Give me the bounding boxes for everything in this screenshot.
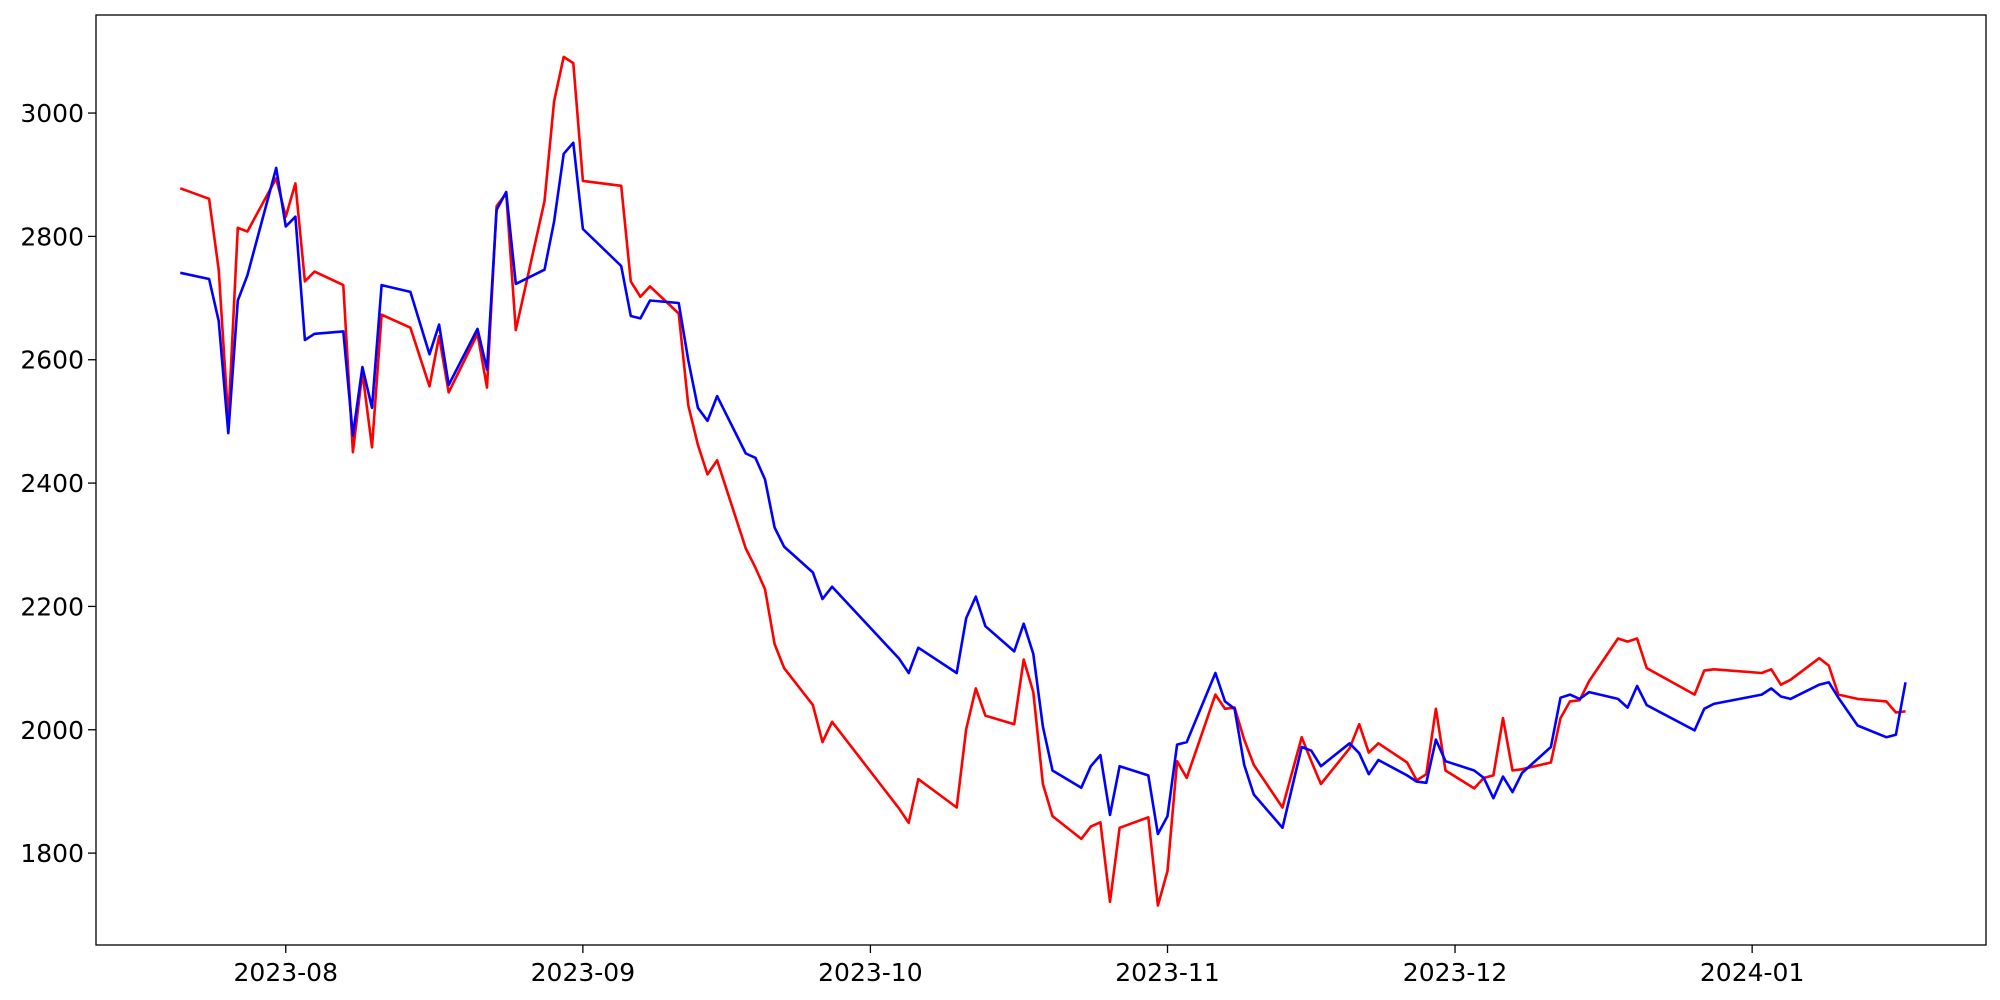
x-tick-label: 2023-12 (1403, 958, 1507, 987)
y-tick-label: 2600 (20, 346, 84, 375)
x-tick-label: 2023-10 (818, 958, 922, 987)
y-tick-label: 2000 (20, 716, 84, 745)
x-tick-label: 2023-08 (234, 958, 338, 987)
plot-frame (95, 14, 1987, 946)
line-series (179, 55, 1906, 907)
x-tick-label: 2023-09 (531, 958, 635, 987)
y-tick-label: 2200 (20, 592, 84, 621)
y-tick-label: 2400 (20, 469, 84, 498)
y-tick-label: 3000 (20, 99, 84, 128)
y-tick-label: 2800 (20, 222, 84, 251)
x-tick-label: 2024-01 (1700, 958, 1804, 987)
line-series (180, 141, 1907, 836)
y-tick-label: 1800 (20, 839, 84, 868)
x-tick-label: 2023-11 (1115, 958, 1219, 987)
